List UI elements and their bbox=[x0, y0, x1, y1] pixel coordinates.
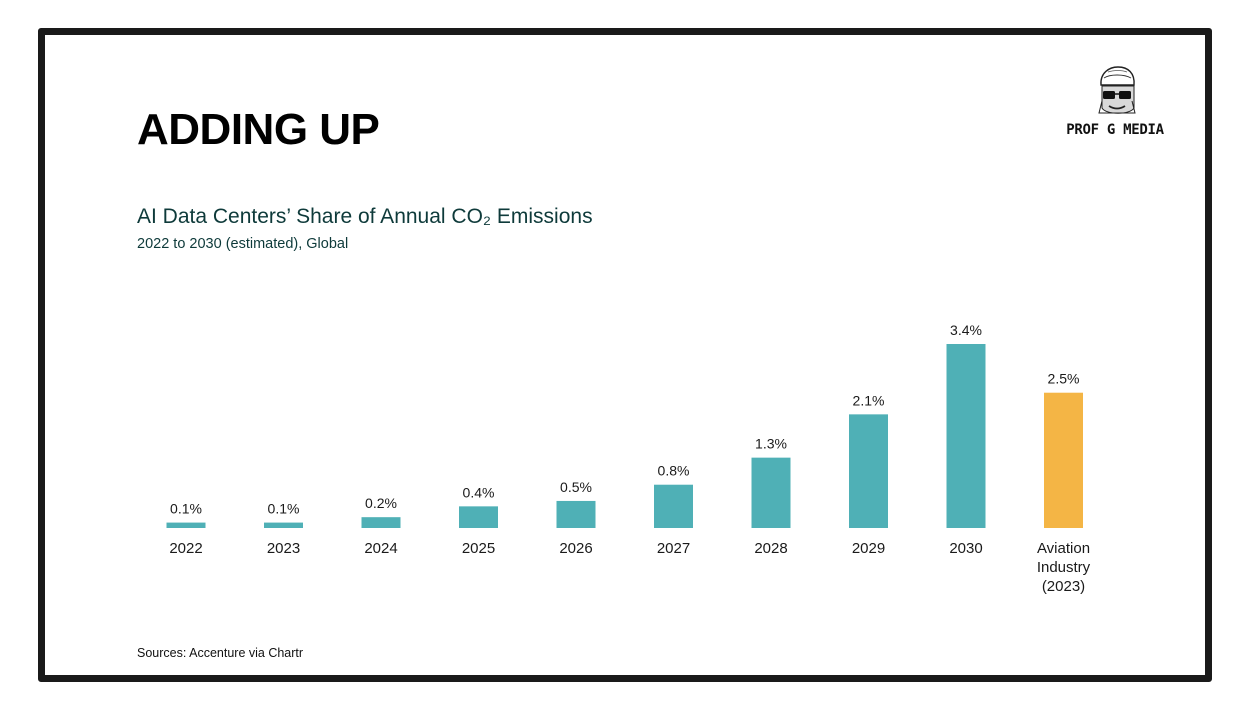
value-label-6: 1.3% bbox=[755, 436, 787, 452]
value-label-3: 0.4% bbox=[463, 484, 495, 500]
value-label-9: 2.5% bbox=[1048, 371, 1080, 387]
bar-4 bbox=[556, 500, 596, 528]
value-label-1: 0.1% bbox=[268, 501, 300, 517]
bar-9 bbox=[1044, 392, 1083, 528]
bar-5 bbox=[654, 484, 693, 528]
bar-3 bbox=[459, 506, 498, 528]
value-label-8: 3.4% bbox=[950, 322, 982, 338]
value-label-0: 0.1% bbox=[170, 501, 202, 517]
headline: ADDING UP bbox=[137, 105, 380, 154]
category-label-2: 2024 bbox=[364, 540, 397, 557]
category-label-7: 2029 bbox=[852, 540, 885, 557]
category-label-3: 2025 bbox=[462, 540, 495, 557]
bar-0 bbox=[166, 522, 206, 528]
category-label-0: 2022 bbox=[169, 540, 202, 557]
bar-chart: 0.1% 2022 0.1% 2023 0.2% 2024 0.4% 2025 0.5% 2026… bbox=[166, 322, 1091, 595]
chart-title: AI Data Centers’ Share of Annual CO₂ Emi… bbox=[137, 205, 593, 228]
category-label-1: 2023 bbox=[267, 540, 300, 557]
value-label-2: 0.2% bbox=[365, 495, 397, 511]
chart-subtitle: 2022 to 2030 (estimated), Global bbox=[137, 236, 349, 252]
chart-frame: ADDING UP PROF G MEDIA AI Data Centers’ … bbox=[38, 28, 1212, 682]
category-label-8: 2030 bbox=[949, 540, 982, 557]
bar-7 bbox=[849, 414, 888, 528]
category-label-5: 2027 bbox=[657, 540, 690, 557]
category-label-9: Aviation Industry (2023) bbox=[1037, 540, 1091, 595]
prof-g-portrait-icon bbox=[1098, 66, 1136, 114]
bar-1 bbox=[264, 522, 303, 528]
category-label-4: 2026 bbox=[559, 540, 592, 557]
brand-logo: PROF G MEDIA bbox=[1065, 65, 1165, 155]
brand-name: PROF G MEDIA bbox=[1066, 122, 1164, 138]
bar-6 bbox=[751, 457, 791, 528]
bar-8 bbox=[946, 344, 986, 528]
category-label-6: 2028 bbox=[754, 540, 787, 557]
bar-2 bbox=[361, 517, 401, 528]
sources-note: Sources: Accenture via Chartr bbox=[137, 646, 304, 660]
value-label-4: 0.5% bbox=[560, 479, 592, 495]
value-label-7: 2.1% bbox=[853, 392, 885, 408]
value-label-5: 0.8% bbox=[658, 463, 690, 479]
